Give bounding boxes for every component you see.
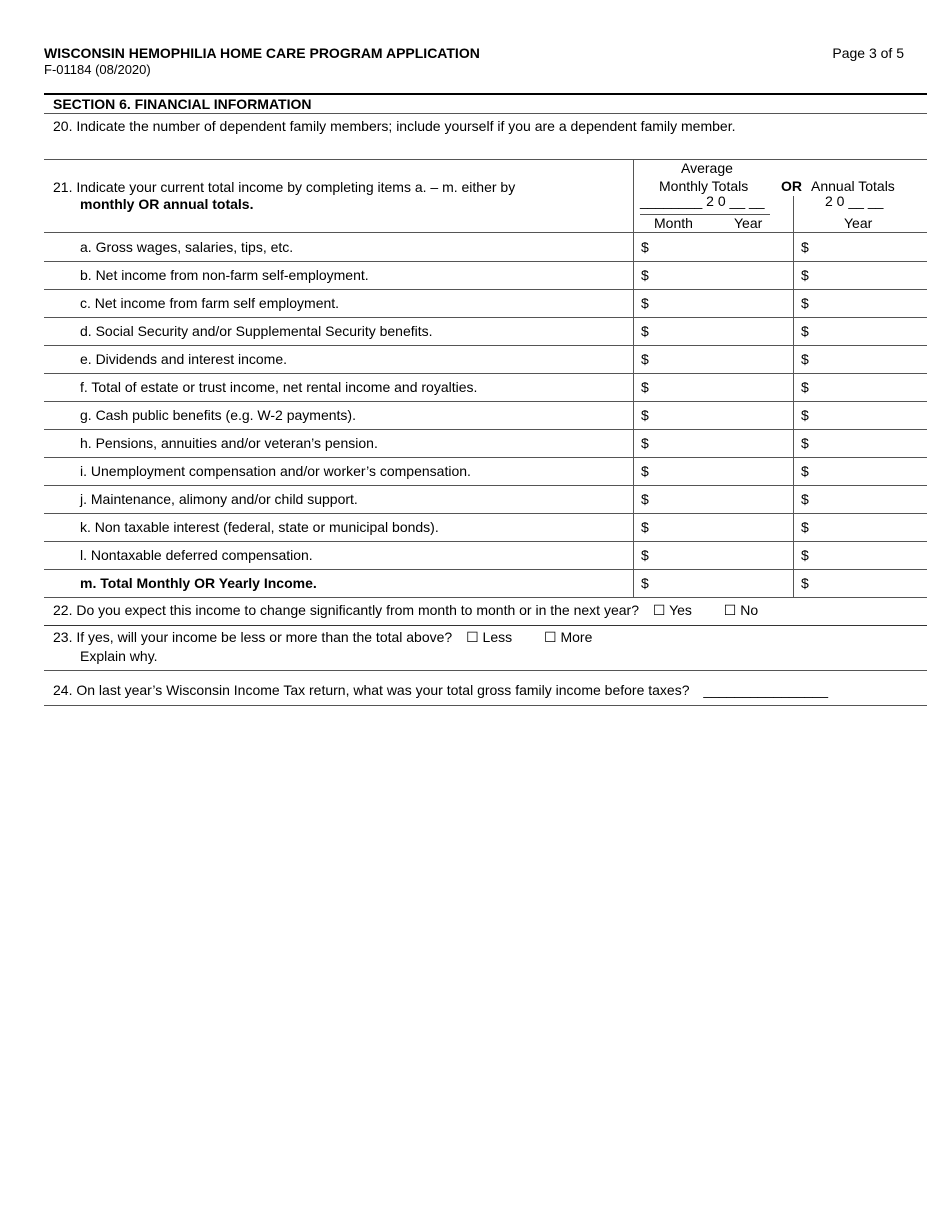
divider [44,670,927,671]
monthly-amount-field[interactable]: $ [641,323,649,339]
annual-amount-field[interactable]: $ [801,547,809,563]
income-item-label: k. Non taxable interest (federal, state … [80,519,439,535]
income-item-label: b. Net income from non-farm self-employm… [80,267,369,283]
divider [44,625,927,626]
annual-year-field[interactable]: 2 0 __ __ [825,193,884,209]
annual-amount-field[interactable]: $ [801,435,809,451]
monthly-header-1: Average [681,160,733,176]
annual-amount-field[interactable]: $ [801,351,809,367]
question-24: 24. On last year’s Wisconsin Income Tax … [53,682,828,698]
divider [640,214,770,215]
income-item-label: i. Unemployment compensation and/or work… [80,463,471,479]
annual-year-label: Year [844,215,873,231]
annual-amount-field[interactable]: $ [801,463,809,479]
income-item-label: l. Nontaxable deferred compensation. [80,547,313,563]
monthly-amount-field[interactable]: $ [641,491,649,507]
question-20: 20. Indicate the number of dependent fam… [53,118,736,134]
divider [633,159,634,597]
question-23-text: 23. If yes, will your income be less or … [53,629,453,645]
annual-amount-field[interactable]: $ [801,491,809,507]
question-24-text: 24. On last year’s Wisconsin Income Tax … [53,682,690,698]
monthly-amount-field[interactable]: $ [641,407,649,423]
income-row: k. Non taxable interest (federal, state … [44,513,927,542]
question-21-bold: monthly OR annual totals. [80,196,254,212]
income-item-label: g. Cash public benefits (e.g. W-2 paymen… [80,407,356,423]
annual-amount-field[interactable]: $ [801,295,809,311]
question-21: 21. Indicate your current total income b… [53,179,516,195]
income-item-label: c. Net income from farm self employment. [80,295,340,311]
income-row: f. Total of estate or trust income, net … [44,373,927,402]
annual-header: Annual Totals [811,178,895,194]
income-item-label: h. Pensions, annuities and/or veteran’s … [80,435,378,451]
annual-amount-field[interactable]: $ [801,323,809,339]
explain-label[interactable]: Explain why. [80,648,158,664]
annual-amount-field[interactable]: $ [801,267,809,283]
income-row: m. Total Monthly OR Yearly Income. $ $ [44,569,927,598]
income-row: i. Unemployment compensation and/or work… [44,457,927,486]
income-row: a. Gross wages, salaries, tips, etc. $ $ [44,233,927,262]
question-22-text: 22. Do you expect this income to change … [53,602,639,618]
form-id: F-01184 (08/2020) [44,62,151,77]
monthly-header-2: Monthly Totals [659,178,749,194]
income-row: l. Nontaxable deferred compensation. $ $ [44,541,927,570]
no-checkbox[interactable]: ☐ No [723,602,759,618]
income-row: h. Pensions, annuities and/or veteran’s … [44,429,927,458]
annual-amount-field[interactable]: $ [801,407,809,423]
annual-amount-field[interactable]: $ [801,379,809,395]
monthly-amount-field[interactable]: $ [641,519,649,535]
income-item-label: d. Social Security and/or Supplemental S… [80,323,433,339]
monthly-amount-field[interactable]: $ [641,267,649,283]
income-item-label: m. Total Monthly OR Yearly Income. [80,575,317,591]
income-item-label: e. Dividends and interest income. [80,351,287,367]
income-row: d. Social Security and/or Supplemental S… [44,317,927,346]
question-23: 23. If yes, will your income be less or … [53,629,592,646]
divider [44,113,927,114]
yes-checkbox[interactable]: ☐ Yes [652,602,692,618]
divider [44,705,927,706]
monthly-amount-field[interactable]: $ [641,351,649,367]
page-number: Page 3 of 5 [832,45,904,61]
or-label: OR [781,178,802,194]
month-label: Month [654,215,693,231]
form-title: WISCONSIN HEMOPHILIA HOME CARE PROGRAM A… [44,45,480,61]
income-row: g. Cash public benefits (e.g. W-2 paymen… [44,401,927,430]
monthly-amount-field[interactable]: $ [641,379,649,395]
annual-amount-field[interactable]: $ [801,519,809,535]
year-label: Year [734,215,763,231]
income-row: e. Dividends and interest income. $ $ [44,345,927,374]
income-row: b. Net income from non-farm self-employm… [44,261,927,290]
divider [793,196,794,597]
income-item-label: f. Total of estate or trust income, net … [80,379,478,395]
income-row: c. Net income from farm self employment.… [44,289,927,318]
divider [44,159,927,160]
monthly-amount-field[interactable]: $ [641,295,649,311]
section-title: SECTION 6. FINANCIAL INFORMATION [53,96,312,112]
income-item-label: a. Gross wages, salaries, tips, etc. [80,239,294,255]
monthly-amount-field[interactable]: $ [641,435,649,451]
annual-amount-field[interactable]: $ [801,239,809,255]
section-top-rule [44,93,927,95]
gross-income-field[interactable]: ________________ [703,682,828,698]
monthly-amount-field[interactable]: $ [641,239,649,255]
monthly-amount-field[interactable]: $ [641,575,649,591]
monthly-amount-field[interactable]: $ [641,463,649,479]
more-checkbox[interactable]: ☐ More [544,629,593,645]
income-row: j. Maintenance, alimony and/or child sup… [44,485,927,514]
monthly-year-field[interactable]: ________ 2 0 __ __ [640,193,765,209]
monthly-amount-field[interactable]: $ [641,547,649,563]
question-22: 22. Do you expect this income to change … [53,602,758,619]
annual-amount-field[interactable]: $ [801,575,809,591]
income-item-label: j. Maintenance, alimony and/or child sup… [80,491,358,507]
less-checkbox[interactable]: ☐ Less [466,629,513,645]
divider [44,232,927,233]
